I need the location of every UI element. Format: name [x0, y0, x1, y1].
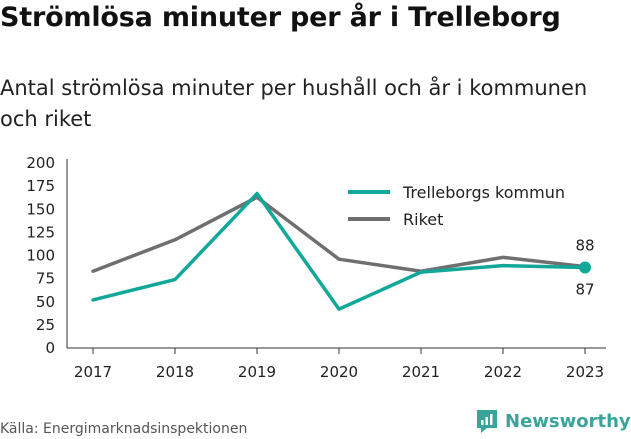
legend-box	[340, 178, 596, 236]
end-label-riket: 88	[575, 237, 594, 255]
x-tick-label: 2023	[566, 363, 604, 381]
chart-title: Strömlösa minuter per år i Trelleborg	[0, 2, 561, 33]
series-line-trelleborg	[91, 191, 587, 311]
y-tick-label: 0	[45, 339, 55, 357]
brand-name: Newsworthy	[505, 410, 631, 432]
y-tick-label: 100	[26, 247, 55, 265]
x-tick-label: 2022	[484, 363, 522, 381]
series-line-riket	[91, 195, 587, 273]
x-tick-label: 2021	[402, 363, 440, 381]
x-tick-label: 2017	[74, 363, 112, 381]
end-point-marker	[579, 261, 591, 274]
newsworthy-logo: Newsworthy	[475, 408, 631, 434]
y-tick-label: 125	[26, 223, 55, 241]
bar-chart-icon	[477, 410, 497, 433]
y-tick-label: 150	[26, 200, 55, 218]
y-tick-label: 75	[36, 270, 55, 288]
y-tick-label: 200	[26, 154, 55, 172]
x-tick-label: 2018	[156, 363, 194, 381]
end-label-trelleborg: 87	[575, 281, 594, 299]
x-tick-label: 2019	[238, 363, 276, 381]
chart-subtitle: Antal strömlösa minuter per hushåll och …	[0, 76, 588, 131]
y-tick-label: 25	[36, 316, 55, 334]
legend-label: Trelleborgs kommun	[402, 183, 565, 202]
y-tick-label: 50	[36, 293, 55, 311]
legend-label: Riket	[403, 210, 443, 229]
y-tick-label: 175	[26, 177, 55, 195]
source-note: Källa: Energimarknadsinspektionen	[0, 421, 248, 437]
x-tick-label: 2020	[320, 363, 358, 381]
